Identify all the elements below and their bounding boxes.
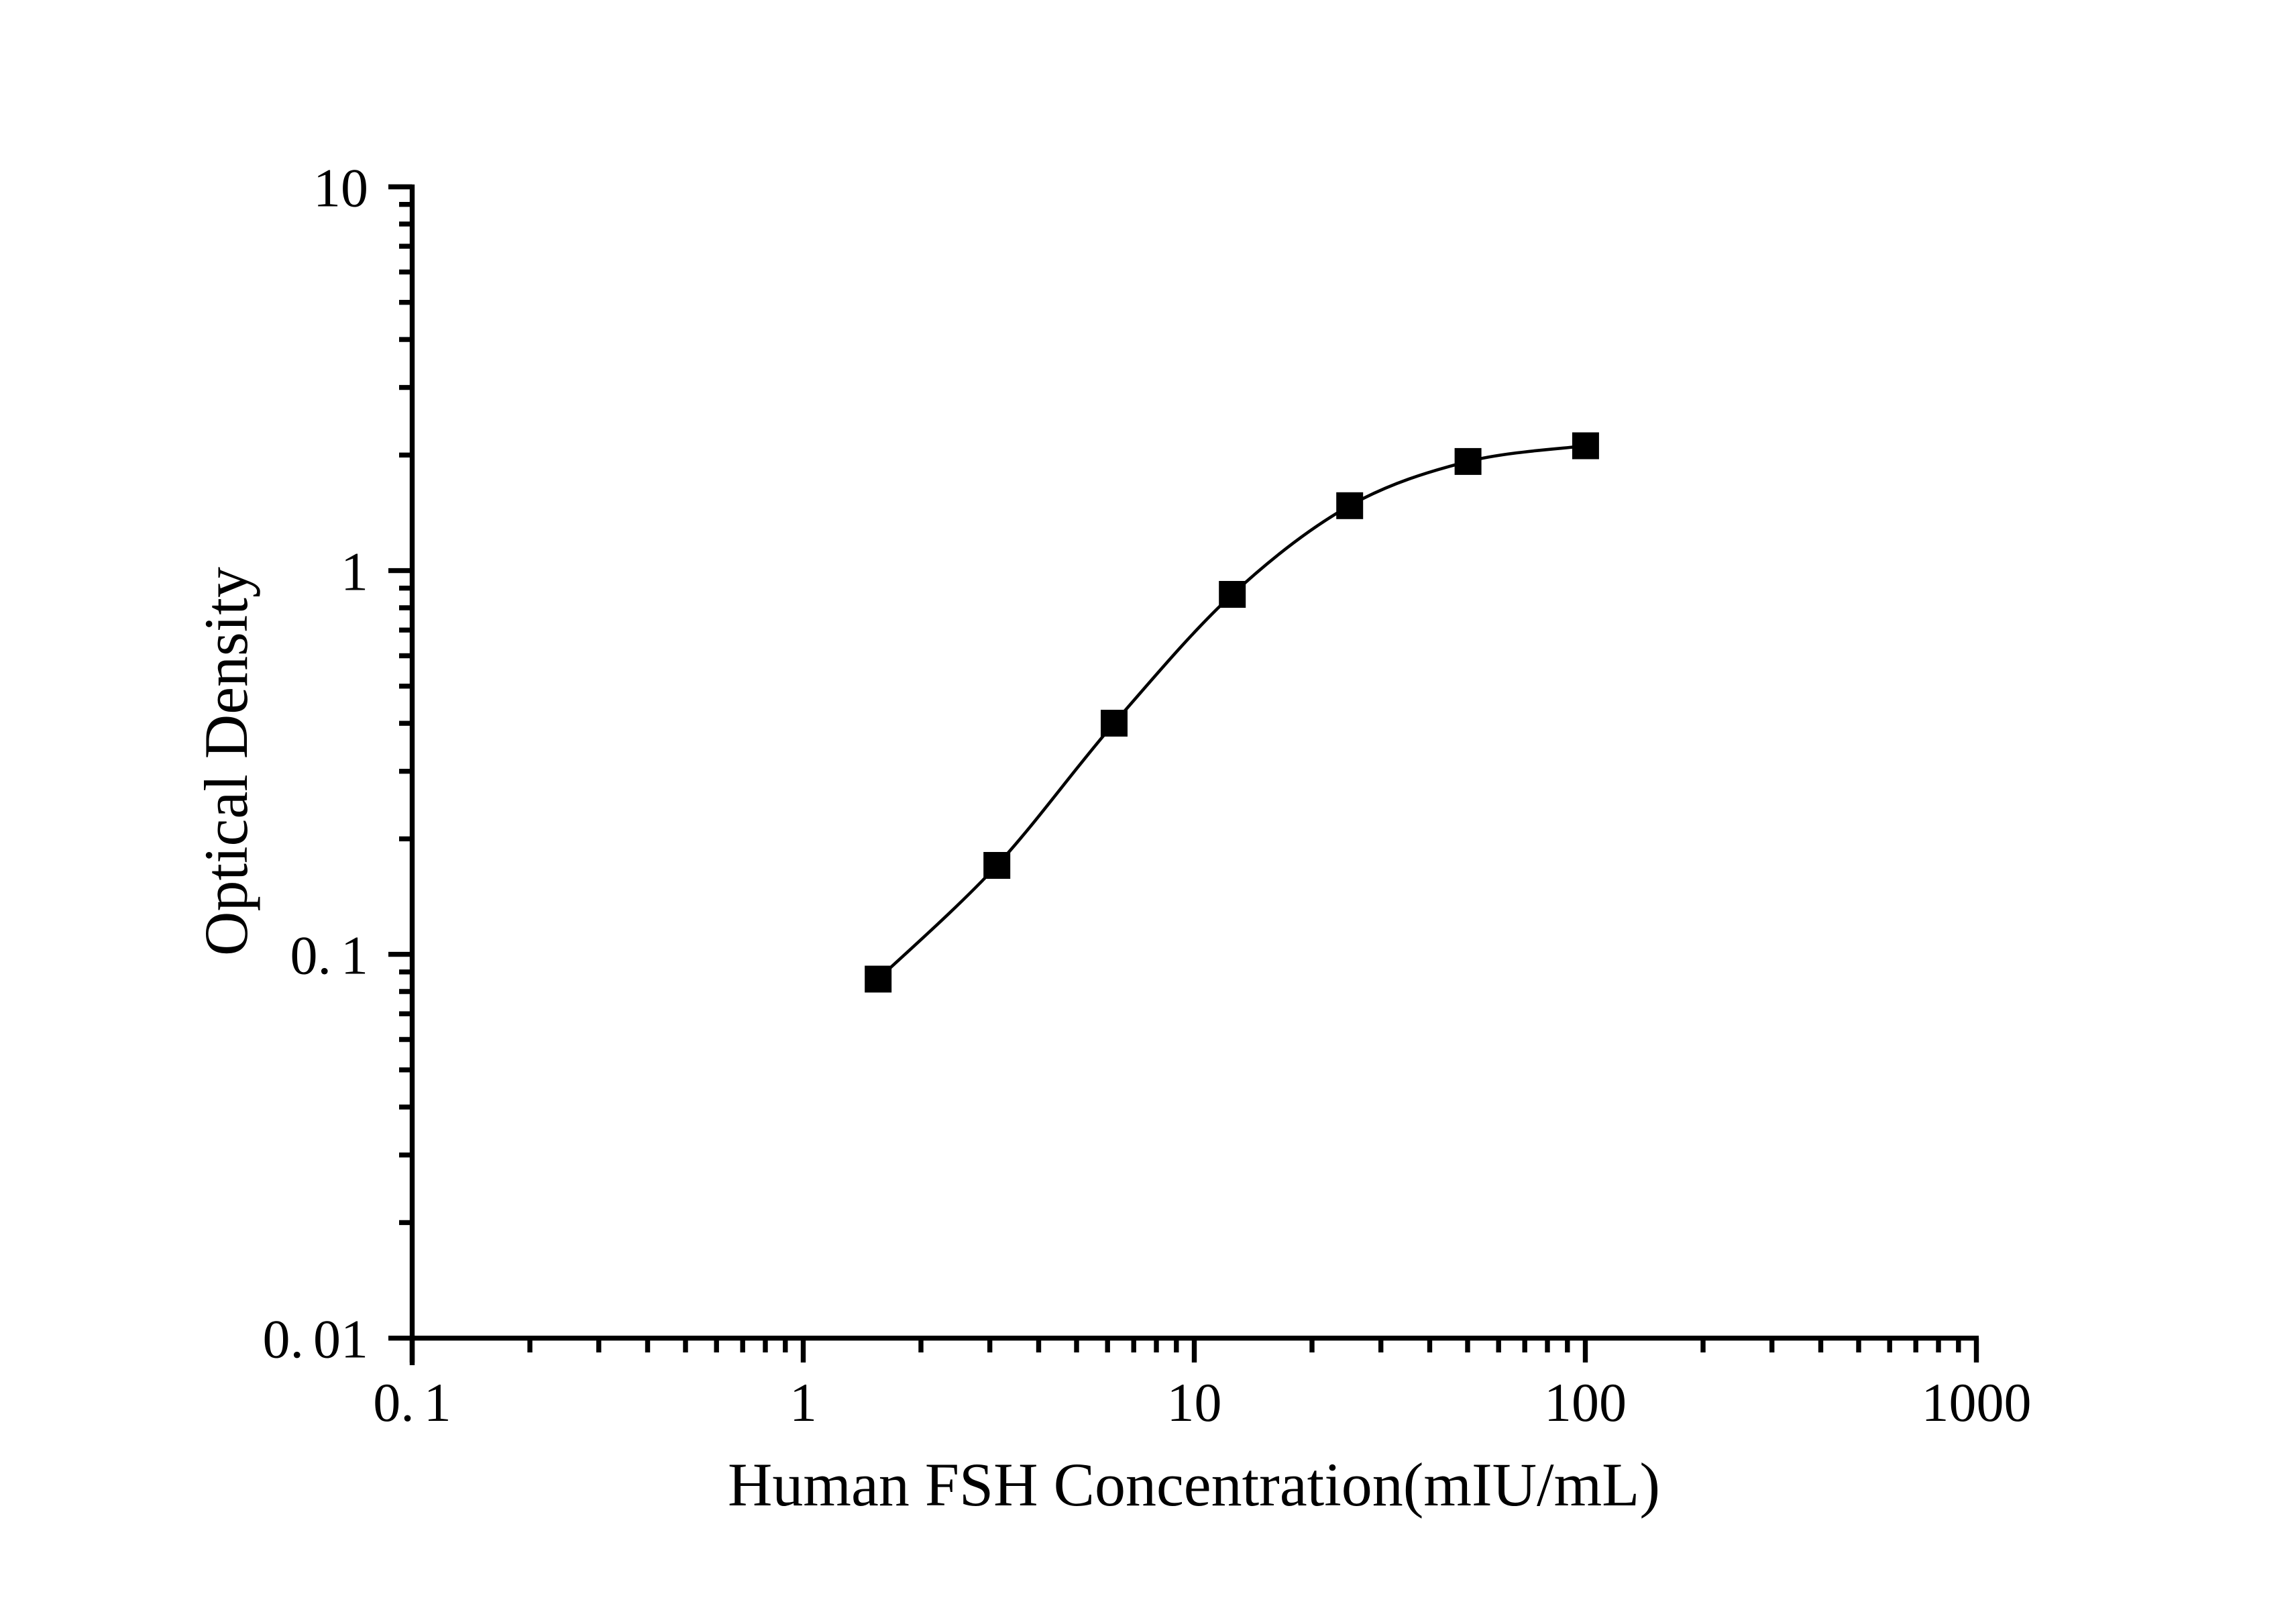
svg-text:10: 10 (313, 158, 368, 219)
svg-text:0.1: 0. 1 (373, 1372, 451, 1433)
svg-text:0.01: 0. 01 (263, 1309, 369, 1370)
svg-text:0.1: 0. 1 (290, 925, 369, 986)
svg-text:1000: 1000 (1922, 1372, 2032, 1433)
svg-text:1: 1 (341, 541, 368, 602)
svg-text:1: 1 (789, 1372, 817, 1433)
svg-text:Human FSH Concentration(mIU/mL: Human FSH Concentration(mIU/mL) (728, 1450, 1660, 1519)
svg-text:10: 10 (1167, 1372, 1222, 1433)
svg-text:100: 100 (1544, 1372, 1627, 1433)
svg-text:Optical Density: Optical Density (192, 567, 260, 956)
